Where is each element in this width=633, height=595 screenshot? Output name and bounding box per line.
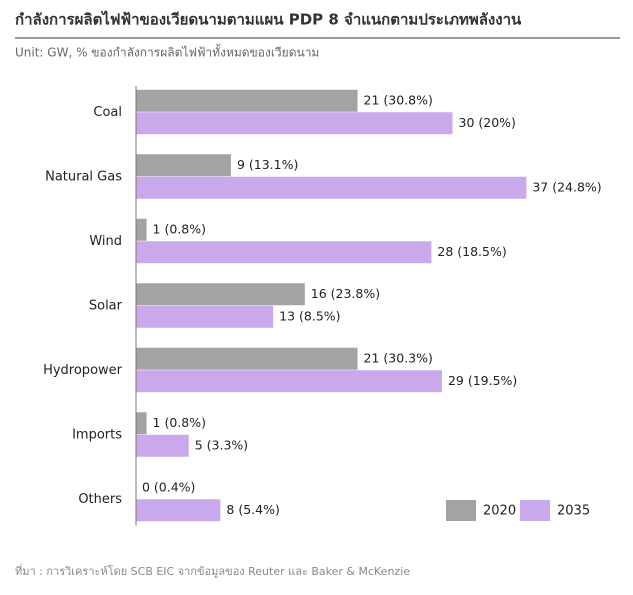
category-label: Others <box>78 492 122 507</box>
category-label: Coal <box>93 105 122 120</box>
value-label: 30 (20%) <box>459 115 516 130</box>
bar <box>136 112 453 135</box>
value-label: 37 (24.8%) <box>532 180 601 195</box>
source-note: ที่มา : การวิเคราะห์โดย SCB EIC จากข้อมู… <box>15 563 410 578</box>
bar <box>136 241 432 264</box>
bar <box>136 176 527 199</box>
value-label: 16 (23.8%) <box>311 286 380 301</box>
bar <box>136 412 147 435</box>
value-label: 21 (30.3%) <box>364 351 433 366</box>
category-label: Imports <box>72 427 122 442</box>
category-label: Hydropower <box>43 363 123 378</box>
bar <box>136 154 231 177</box>
legend-swatch <box>446 500 476 521</box>
category-label: Wind <box>89 234 122 249</box>
value-label: 0 (0.4%) <box>142 480 195 495</box>
category-label: Solar <box>89 298 123 313</box>
value-label: 1 (0.8%) <box>153 415 206 430</box>
bar <box>136 218 147 241</box>
subtitle: Unit: GW, % ของกำลังการผลิตไฟฟ้าทั้งหมดข… <box>15 44 319 60</box>
bar <box>136 434 189 457</box>
chart-title: กำลังการผลิตไฟฟ้าของเวียดนามตามแผน PDP 8… <box>15 10 522 29</box>
legend-label: 2035 <box>557 504 590 519</box>
category-label: Natural Gas <box>45 169 122 184</box>
value-label: 9 (13.1%) <box>237 157 298 172</box>
value-label: 29 (19.5%) <box>448 373 517 388</box>
bar <box>136 89 358 112</box>
legend-label: 2020 <box>483 504 516 519</box>
bar <box>136 347 358 370</box>
bar <box>136 305 274 328</box>
bar <box>136 499 221 522</box>
value-label: 1 (0.8%) <box>153 222 206 237</box>
value-label: 13 (8.5%) <box>279 309 340 324</box>
legend-swatch <box>520 500 550 521</box>
value-label: 21 (30.8%) <box>364 93 433 108</box>
value-label: 8 (5.4%) <box>226 502 279 517</box>
bar <box>136 283 305 306</box>
value-label: 5 (3.3%) <box>195 438 248 453</box>
bar <box>136 370 442 393</box>
value-label: 28 (18.5%) <box>437 244 506 259</box>
